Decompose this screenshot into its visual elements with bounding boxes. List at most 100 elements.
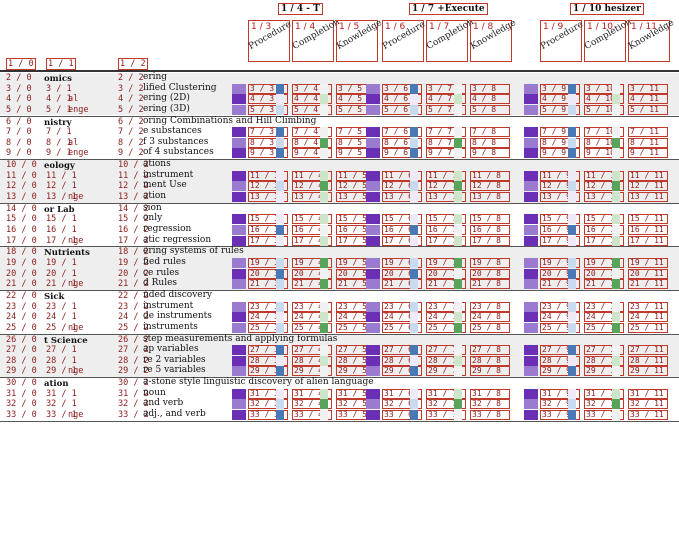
score-cell: 27 / 9 [540,345,580,356]
domain-name: Sick [44,292,65,302]
heatmap-cell [454,322,462,333]
row-id: 32 / 2 [118,399,149,410]
heatmap-cell [320,137,328,148]
row-id: 15 / 1 [46,214,77,225]
heatmap-cell [612,214,620,225]
heatmap-cell [524,322,538,333]
column-header-box [248,20,290,62]
heatmap-cell [232,258,246,268]
domain-name: or Lab [44,204,75,215]
heatmap-cell [276,148,284,159]
row-id: 14 / 0 [6,203,37,214]
task-description: noun [143,387,166,398]
heatmap-cell [232,181,246,192]
row-id: 31 / 2 [118,388,149,399]
heatmap-cell [568,301,576,312]
score-cell: 24 / 11 [628,312,668,323]
score-cell: 4 / 7 [426,94,466,105]
row-id: 22 / 0 [6,291,37,301]
score-cell: 17 / 3 [248,235,288,246]
row-id: 31 / 0 [6,388,37,399]
score-cell: 3 / 10 [584,83,624,94]
heatmap-cell [410,410,418,420]
score-cell: 11 / 8 [470,170,510,181]
score-cell: 29 / 8 [470,366,510,377]
score-cell: 23 / 7 [426,301,466,312]
score-cell: 16 / 3 [248,225,288,235]
score-cell: 19 / 8 [470,258,510,268]
task-description: ering (3D) [143,103,190,114]
score-cell: 25 / 6 [382,322,422,333]
heatmap-cell [232,104,246,115]
score-cell: 15 / 7 [426,214,466,225]
heatmap-cell [524,312,538,323]
heatmap-cell [410,192,418,202]
heatmap-cell [612,279,620,290]
task-description: lified Clustering [143,82,217,93]
heatmap-cell [276,279,284,290]
column-id: 1 / 10 [587,22,613,32]
row-id: 9 / 1 [46,148,72,159]
heatmap-cell [454,127,462,138]
heatmap-cell [612,366,620,377]
row-id: 20 / 2 [118,268,149,279]
score-cell: 23 / 9 [540,301,580,312]
score-cell: 32 / 11 [628,399,668,410]
heatmap-cell [410,181,418,192]
domain-separator [0,246,679,248]
task-description: re 5 variables [143,365,206,376]
heatmap-cell [410,388,418,399]
heatmap-cell [232,137,246,148]
row-id: 11 / 2 [118,170,149,181]
score-cell: 28 / 7 [426,355,466,366]
heatmap-cell [320,258,328,268]
score-cell: 24 / 9 [540,312,580,323]
score-cell: 9 / 6 [382,148,422,159]
score-cell: 27 / 8 [470,345,510,356]
row-id: 25 / 1 [46,322,77,333]
heatmap-cell [454,355,462,366]
row-id: 17 / 1 [46,235,77,246]
score-cell: 4 / 6 [382,94,422,105]
score-cell: 7 / 4 [292,127,332,138]
heatmap-cell [524,170,538,181]
score-cell: 7 / 7 [426,127,466,138]
score-cell: 3 / 6 [382,83,422,94]
score-cell: 27 / 6 [382,345,422,356]
heatmap-cell [366,192,380,202]
row-id: 4 / 0 [6,94,32,105]
row-id: 33 / 2 [118,410,149,420]
heatmap-cell [454,388,462,399]
heatmap-cell [320,345,328,356]
heatmap-cell [612,399,620,410]
heatmap-cell [276,83,284,94]
row-id: 10 / 2 [118,160,149,171]
heatmap-cell [524,355,538,366]
score-cell: 7 / 9 [540,127,580,138]
row-id: 24 / 1 [46,312,77,323]
heatmap-cell [568,127,576,138]
heatmap-cell [276,366,284,377]
column-header-box [584,20,626,62]
score-cell: 31 / 10 [584,388,624,399]
score-cell: 29 / 6 [382,366,422,377]
score-cell: 13 / 7 [426,192,466,202]
heatmap-cell [568,94,576,105]
row-id: 9 / 2 [118,148,144,159]
heatmap-cell [232,94,246,105]
heatmap-cell [454,366,462,377]
score-cell: 8 / 6 [382,137,422,148]
score-cell: 13 / 4 [292,192,332,202]
score-cell: 27 / 11 [628,345,668,356]
task-description: ment Use [143,180,187,191]
row-id: 18 / 2 [118,247,149,258]
column-header-box [292,20,334,62]
domain-separator [0,115,679,117]
heatmap-cell [320,322,328,333]
row-id: 5 / 2 [118,104,144,115]
row-id: 21 / 1 [46,279,77,290]
heatmap-cell [232,322,246,333]
score-cell: 15 / 11 [628,214,668,225]
score-cell: 28 / 8 [470,355,510,366]
row-id: 12 / 2 [118,181,149,192]
